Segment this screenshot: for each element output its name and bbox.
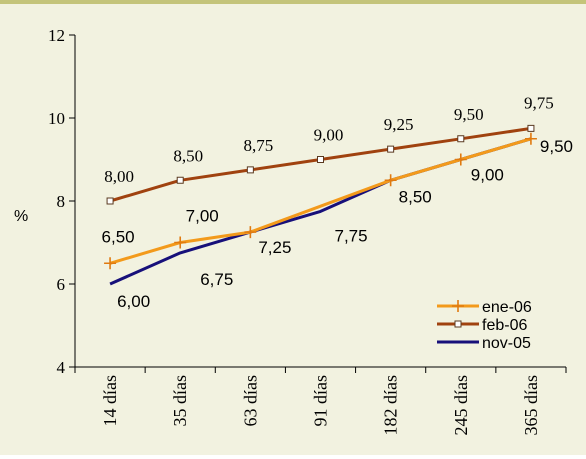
y-tick-label: 6: [57, 275, 66, 294]
legend-label-nov-05: nov-05: [482, 335, 531, 352]
y-tick-label: 4: [57, 358, 66, 377]
data-label-ene-06: 9,00: [471, 166, 504, 185]
data-point-ene-06: [524, 132, 537, 145]
y-tick-label: 8: [57, 192, 66, 211]
data-point-feb-06: [176, 176, 184, 184]
data-label-ene-06: 7,00: [186, 207, 219, 226]
legend-label-ene-06: ene-06: [482, 299, 532, 316]
data-point-feb-06: [106, 197, 114, 205]
y-axis-label: %: [14, 208, 28, 225]
x-tick-label: 245 días: [451, 375, 471, 436]
x-tick-label: 35 días: [170, 375, 190, 427]
data-point-ene-06: [384, 174, 397, 187]
legend-label-feb-06: feb-06: [482, 317, 527, 334]
data-label-nov-05: 7,75: [335, 226, 368, 245]
data-label-ene-06: 9,50: [540, 137, 573, 156]
x-tick-label: 63 días: [240, 375, 260, 427]
data-label-nov-05: 6,00: [117, 292, 150, 311]
data-point-ene-06: [174, 236, 187, 249]
data-point-feb-06: [457, 135, 465, 143]
x-tick-label: 365 días: [521, 375, 541, 436]
data-label-nov-05: 6,75: [200, 270, 233, 289]
data-point-feb-06: [246, 166, 254, 174]
data-label-feb-06: 9,75: [524, 93, 554, 112]
data-point-feb-06: [387, 145, 395, 153]
data-point-feb-06: [527, 124, 535, 132]
data-labels: 6,50 7,00 7,25 8,50 9,00 9,50 8,00 8,50 8,75 9,00…: [102, 93, 573, 311]
legend-marker-feb-06: [454, 320, 462, 328]
series-line-ene-06: [109, 137, 532, 265]
data-label-feb-06: 9,50: [454, 105, 484, 124]
line-chart: 4 6 8 10 12 14 días 35 días 63 días 91 días 182 d…: [14, 26, 573, 436]
data-label-feb-06: 9,00: [314, 126, 344, 145]
x-tick-label: 14 días: [100, 375, 120, 427]
data-label-feb-06: 8,00: [104, 167, 134, 186]
y-tick-label: 10: [48, 109, 65, 128]
legend-marker-ene-06: [452, 300, 464, 312]
series-lines: [104, 124, 537, 286]
data-label-ene-06: 7,25: [258, 238, 291, 257]
y-tick-label: 12: [48, 26, 65, 45]
data-point-ene-06: [104, 257, 117, 270]
data-point-feb-06: [317, 156, 324, 163]
data-label-ene-06: 6,50: [102, 227, 135, 246]
axes: 4 6 8 10 12 14 días 35 días 63 días 91 días 182 d…: [14, 26, 567, 436]
data-label-ene-06: 8,50: [399, 187, 432, 206]
data-label-feb-06: 9,25: [384, 115, 414, 134]
x-tick-label: 91 días: [311, 375, 331, 427]
data-label-feb-06: 8,75: [243, 136, 273, 155]
data-point-ene-06: [454, 153, 467, 166]
data-label-feb-06: 8,50: [173, 146, 203, 165]
data-point-ene-06: [244, 226, 257, 239]
x-tick-label: 182 días: [381, 375, 401, 436]
